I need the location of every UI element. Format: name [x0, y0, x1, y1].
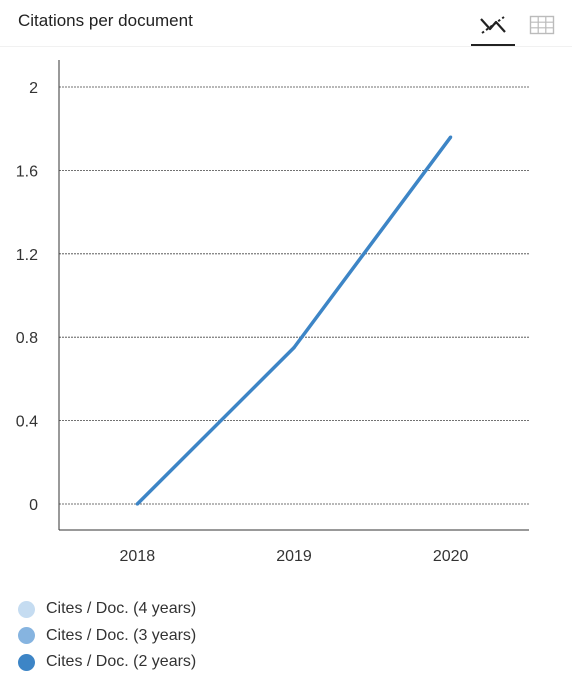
- series-line: [136, 135, 453, 506]
- chart-header: Citations per document: [0, 0, 572, 47]
- legend-label: Cites / Doc. (2 years): [46, 653, 197, 671]
- chart-title: Citations per document: [18, 11, 193, 30]
- data-point: [449, 135, 453, 139]
- y-tick-label: 0.4: [16, 414, 38, 431]
- y-tick-label: 1.6: [16, 163, 38, 180]
- legend-item[interactable]: Cites / Doc. (2 years): [18, 649, 196, 676]
- legend-label: Cites / Doc. (3 years): [46, 626, 197, 644]
- y-tick-label: 0.8: [16, 330, 38, 347]
- y-tick-label: 0: [29, 497, 38, 514]
- chart-area: 0 0.4 0.8 1.2 1.6 2 2018 2019 2020: [0, 46, 572, 586]
- legend-dot-icon: [18, 627, 35, 645]
- legend-item[interactable]: Cites / Doc. (3 years): [18, 623, 196, 650]
- legend-item[interactable]: Cites / Doc. (4 years): [18, 596, 196, 623]
- table-view-button[interactable]: [520, 6, 564, 44]
- x-tick-label: 2020: [433, 548, 469, 565]
- y-tick-label: 2: [29, 80, 38, 97]
- legend-dot-icon: [18, 600, 35, 618]
- line-chart-icon: [480, 16, 506, 34]
- data-point: [135, 502, 139, 506]
- legend-dot-icon: [18, 653, 35, 671]
- y-tick-label: 1.2: [16, 247, 38, 264]
- data-point: [292, 346, 296, 350]
- chart-view-button[interactable]: [471, 6, 515, 46]
- x-tick-label: 2018: [120, 548, 156, 565]
- legend-label: Cites / Doc. (4 years): [46, 600, 197, 618]
- chart-legend: Cites / Doc. (4 years) Cites / Doc. (3 ye…: [18, 596, 196, 676]
- x-tick-label: 2019: [276, 548, 312, 565]
- table-grid-icon: [529, 15, 555, 35]
- line-chart: 0 0.4 0.8 1.2 1.6 2 2018 2019 2020: [16, 60, 529, 565]
